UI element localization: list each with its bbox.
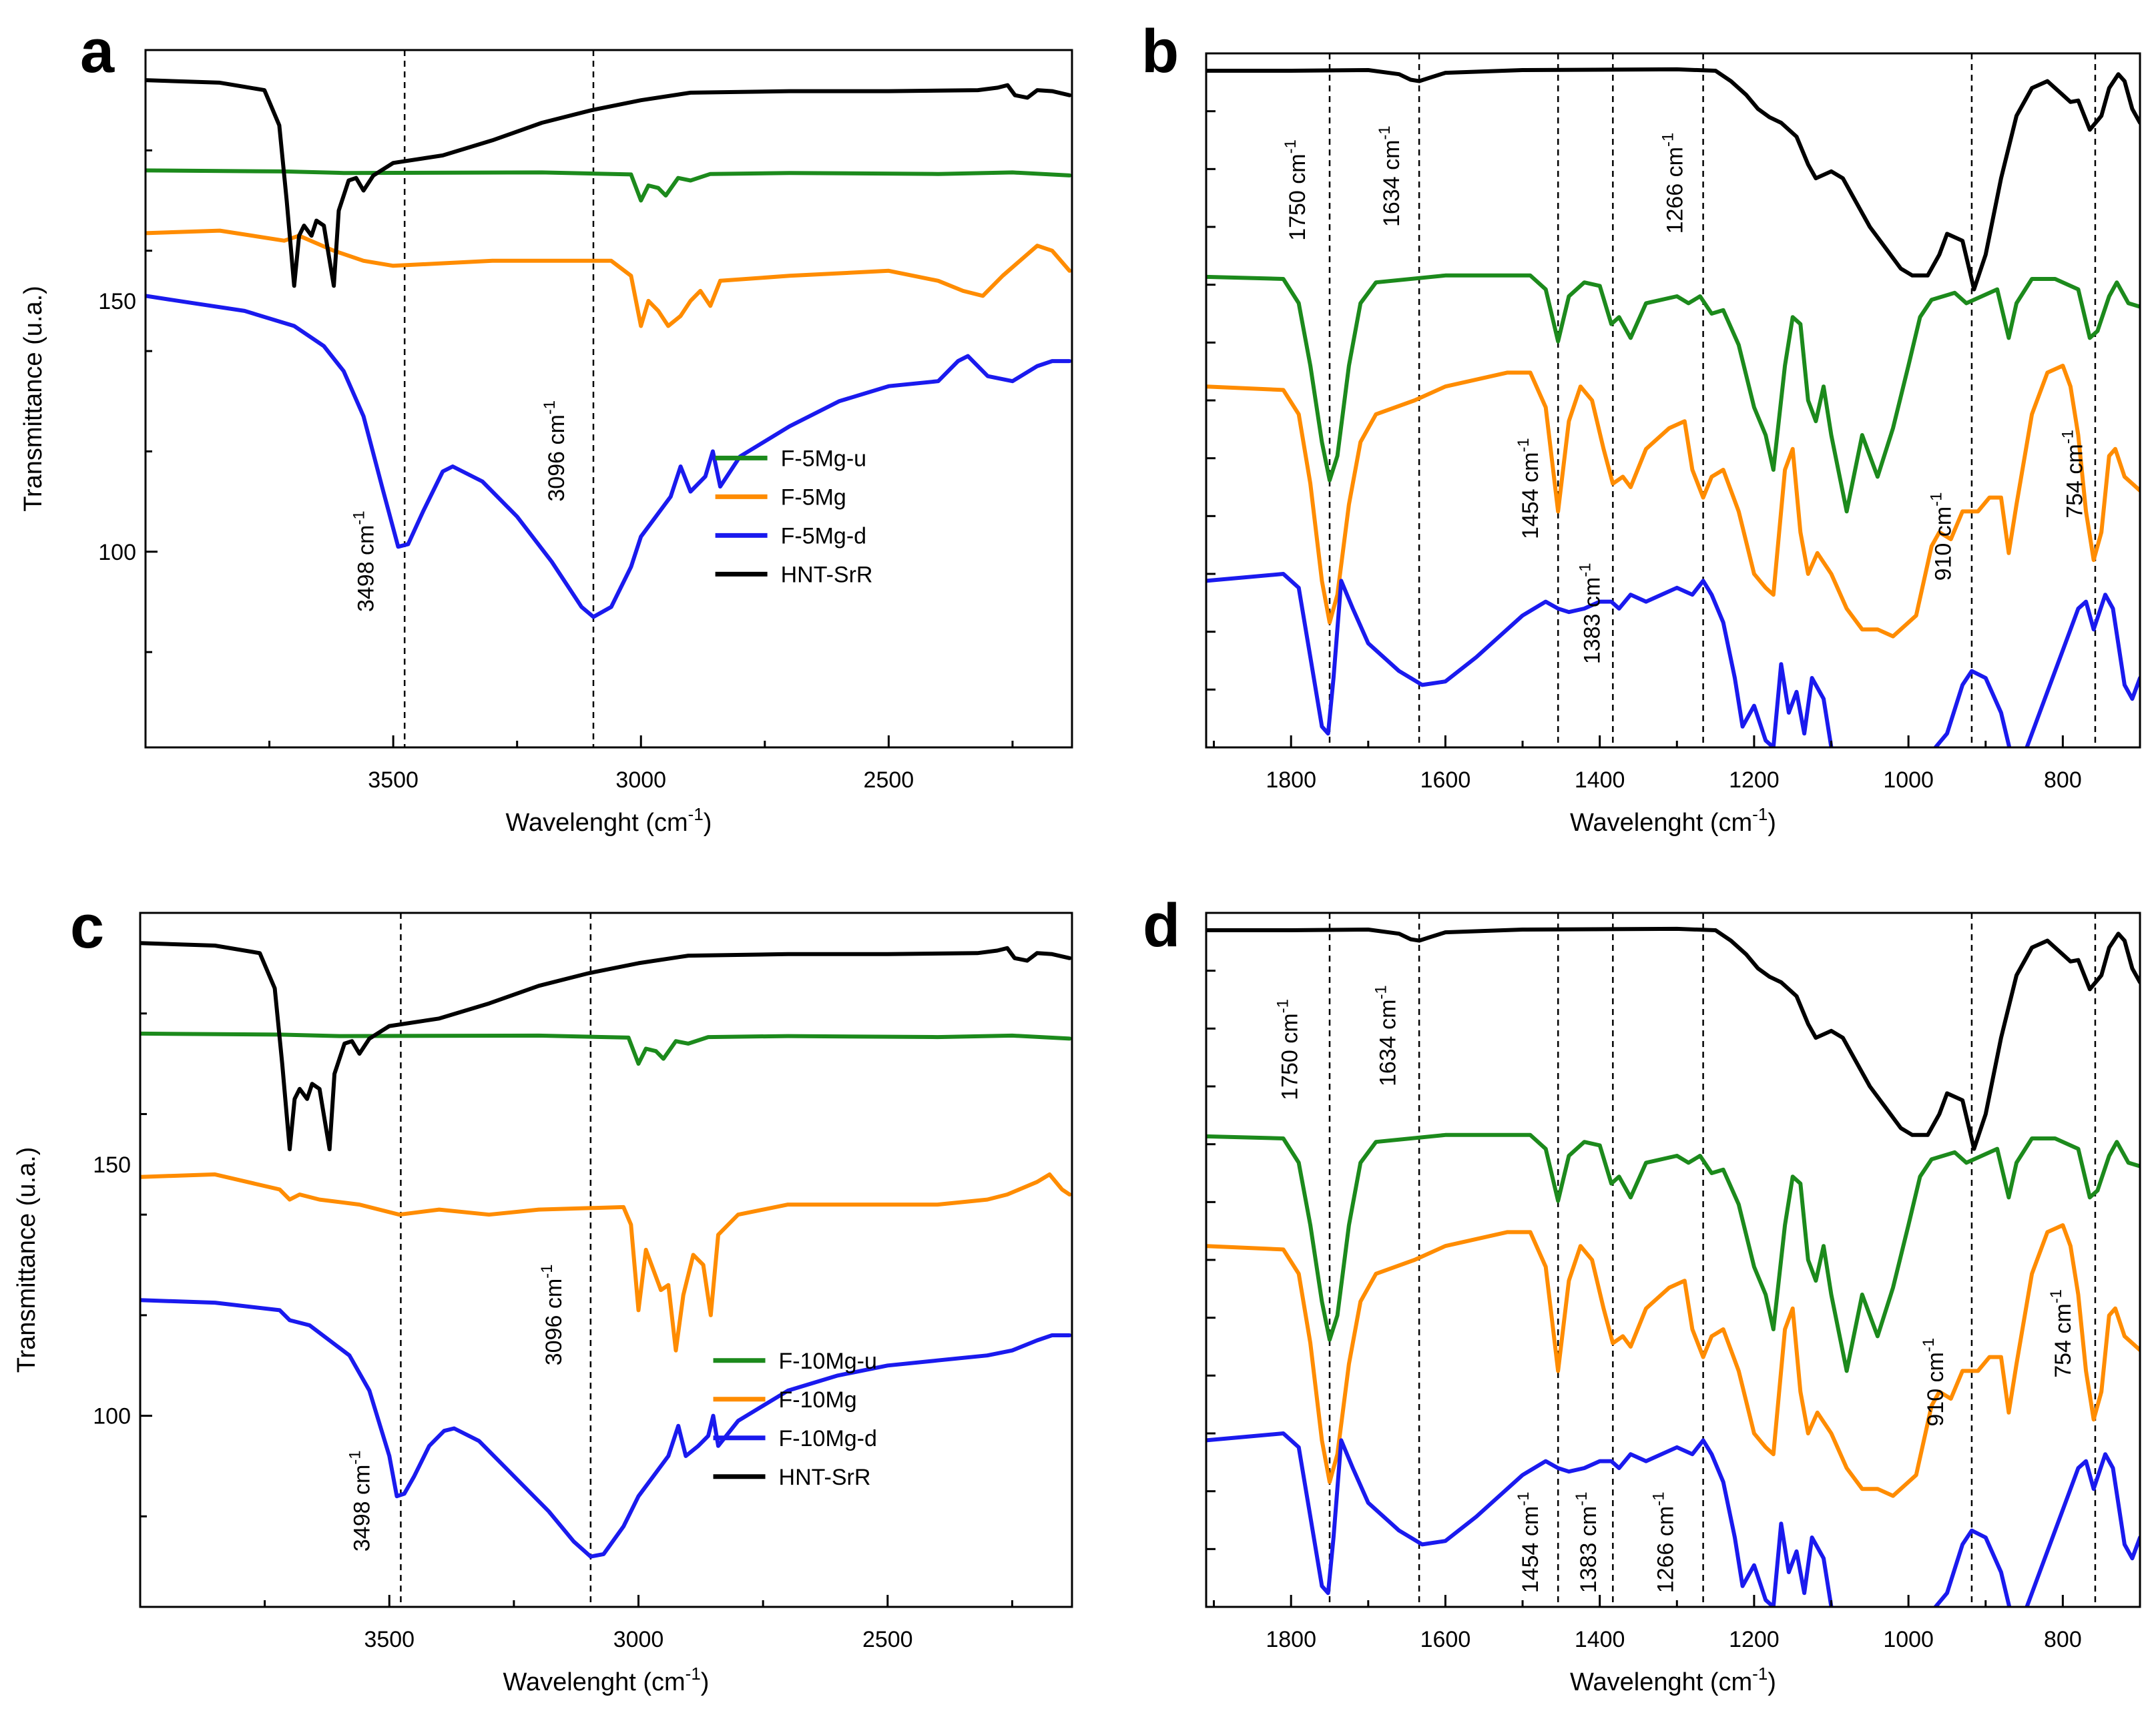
- x-tick-label: 1400: [1575, 1627, 1625, 1652]
- y-tick-label: 150: [98, 289, 136, 314]
- x-tick-label: 800: [2044, 767, 2082, 793]
- x-axis-title: Wavelenght (cm-1): [503, 1664, 710, 1696]
- x-tick-label: 1200: [1729, 767, 1780, 793]
- x-tick-label: 3000: [615, 767, 666, 793]
- series-F-5Mg: [1206, 364, 2140, 639]
- series-F-10Mg: [140, 1172, 1072, 1353]
- panel-letter: d: [1143, 892, 1180, 960]
- series-F-5Mg-u: [1206, 273, 2140, 514]
- legend-label: F-10Mg-u: [779, 1349, 877, 1374]
- panel-a: a 3500 3000 2500 100 150 Transmittance (u.a.) W…: [19, 17, 1073, 837]
- series-F-10Mg: [1206, 1223, 2140, 1498]
- peak-label-d-5: 910 cm-1: [1920, 1338, 1948, 1427]
- panel-d: d 1800 1600 1400 1200 1000 800 Wavelenght (cm-1…: [1143, 892, 2141, 1696]
- series-HNT-SrR: [140, 941, 1072, 1152]
- x-tick-label: 1000: [1883, 767, 1934, 793]
- x-tick-label: 3500: [364, 1627, 415, 1652]
- series-F-10Mg-u: [1206, 1132, 2140, 1373]
- panel-letter: a: [80, 17, 115, 85]
- panel-letter: b: [1141, 17, 1179, 85]
- x-tick-label: 1600: [1420, 1627, 1471, 1652]
- spectra-a: [146, 78, 1072, 619]
- x-tick-label: 3500: [368, 767, 419, 793]
- series-F-5Mg-u: [146, 168, 1072, 203]
- peak-label-d-6: 754 cm-1: [2047, 1289, 2076, 1378]
- x-axis-title: Wavelenght (cm-1): [1570, 804, 1776, 837]
- x-tick-label: 3000: [613, 1627, 664, 1652]
- peak-label-d-0: 1750 cm-1: [1274, 999, 1302, 1100]
- legend-label: F-10Mg: [779, 1387, 857, 1413]
- y-axis-title: Transmittance (u.a.): [13, 1147, 41, 1373]
- x-tick-label: 800: [2044, 1627, 2082, 1652]
- plot-frame: [144, 49, 1073, 749]
- y-tick-label: 100: [93, 1404, 131, 1429]
- peak-label-b-0: 1750 cm-1: [1282, 139, 1310, 241]
- x-tick-label: 2500: [862, 1627, 913, 1652]
- peak-label-b-4: 1266 cm-1: [1659, 133, 1687, 234]
- x-tick-label: 2500: [864, 767, 914, 793]
- peak-label-b-1: 1634 cm-1: [1376, 125, 1404, 227]
- series-F-5Mg-d: [146, 294, 1072, 619]
- series-F-10Mg-d: [140, 1298, 1072, 1559]
- peak-label-d-4: 1266 cm-1: [1650, 1491, 1679, 1593]
- series-HNT-SrR: [1206, 926, 2140, 1151]
- series-HNT-SrR: [1206, 67, 2140, 292]
- legend: F-10Mg-u F-10Mg F-10Mg-d HNT-SrR: [713, 1349, 877, 1490]
- x-tick-label: 1200: [1729, 1627, 1780, 1652]
- x-tick-label: 1800: [1266, 767, 1316, 793]
- legend-label: F-5Mg-u: [781, 446, 866, 471]
- legend-label: HNT-SrR: [781, 562, 873, 587]
- spectra-d: [1206, 926, 2140, 1607]
- peak-label-a-0: 3498 cm-1: [350, 510, 378, 612]
- peak-label-b-6: 754 cm-1: [2059, 430, 2087, 519]
- series-F-10Mg-d: [1206, 1431, 2140, 1607]
- panel-letter: c: [70, 893, 104, 961]
- panel-c: c 3500 3000 2500 100 150 Transmittance (u.a.) W…: [13, 893, 1073, 1696]
- peak-label-a-1: 3096 cm-1: [541, 400, 569, 502]
- series-HNT-SrR: [146, 78, 1072, 288]
- legend-label: F-5Mg: [781, 484, 846, 510]
- series-F-5Mg: [146, 228, 1072, 328]
- spectra-c: [140, 941, 1072, 1559]
- peak-label-b-5: 910 cm-1: [1928, 492, 1956, 581]
- x-tick-label: 1800: [1266, 1627, 1316, 1652]
- series-F-10Mg-u: [140, 1031, 1072, 1066]
- peak-label-b-3: 1383 cm-1: [1577, 563, 1605, 664]
- y-tick-label: 100: [98, 540, 136, 565]
- panel-b: b 1800 1600 1400 1200 1000 800 Wavelenght (cm-1…: [1141, 17, 2141, 837]
- peak-label-c-1: 3096 cm-1: [538, 1265, 567, 1366]
- series-F-5Mg-d: [1206, 572, 2140, 747]
- legend-label: F-5Mg-d: [781, 523, 866, 549]
- spectra-b: [1206, 67, 2140, 747]
- x-tick-label: 1000: [1883, 1627, 1934, 1652]
- peak-label-d-3: 1383 cm-1: [1573, 1491, 1601, 1593]
- x-tick-label: 1400: [1575, 767, 1625, 793]
- y-tick-label: 150: [93, 1152, 131, 1178]
- peak-label-c-0: 3498 cm-1: [346, 1450, 374, 1552]
- x-axis-title: Wavelenght (cm-1): [506, 804, 712, 837]
- peak-label-d-2: 1454 cm-1: [1515, 1491, 1543, 1593]
- legend-label: F-10Mg-d: [779, 1426, 877, 1451]
- x-tick-label: 1600: [1420, 767, 1471, 793]
- plot-frame: [139, 912, 1073, 1608]
- x-axis-title: Wavelenght (cm-1): [1570, 1664, 1776, 1696]
- y-axis-title: Transmittance (u.a.): [19, 286, 47, 512]
- legend: F-5Mg-u F-5Mg F-5Mg-d HNT-SrR: [715, 446, 873, 587]
- peak-label-d-1: 1634 cm-1: [1372, 985, 1400, 1086]
- legend-label: HNT-SrR: [779, 1465, 871, 1490]
- peak-label-b-2: 1454 cm-1: [1515, 438, 1543, 539]
